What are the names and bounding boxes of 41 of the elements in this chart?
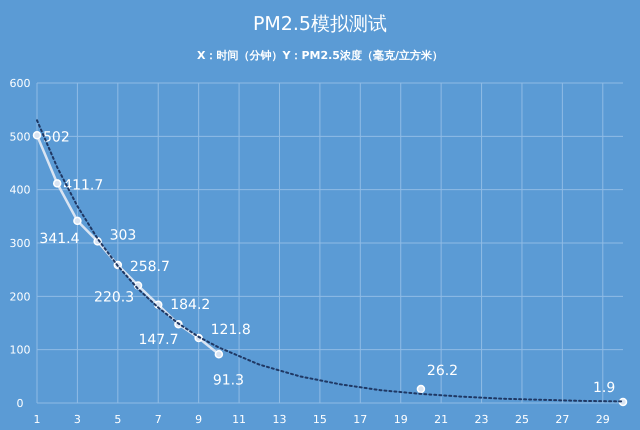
y-tick-label: 500 xyxy=(10,130,30,144)
x-tick-label: 29 xyxy=(596,413,610,426)
chart-title: PM2.5模拟测试 xyxy=(252,13,388,35)
x-tick-label: 23 xyxy=(474,413,489,426)
x-tick-label: 13 xyxy=(272,413,286,426)
point xyxy=(73,216,82,226)
data-label: 91.3 xyxy=(212,372,244,388)
point xyxy=(416,384,426,394)
x-tick-label: 15 xyxy=(312,413,327,426)
x-tick-label: 7 xyxy=(154,413,162,426)
data-label: 147.7 xyxy=(138,332,179,348)
data-label: 258.7 xyxy=(130,259,170,276)
x-tick-label: 9 xyxy=(195,413,202,426)
data-label: 411.7 xyxy=(63,177,104,194)
data-label: 502 xyxy=(43,129,70,146)
x-tick-label: 19 xyxy=(394,413,408,426)
x-tick-label: 21 xyxy=(434,413,448,426)
x-tick-label: 11 xyxy=(232,413,246,426)
data-label: 121.8 xyxy=(210,322,251,338)
data-label: 341.4 xyxy=(39,230,80,247)
y-tick-label: 400 xyxy=(10,184,30,197)
x-tick-label: 3 xyxy=(74,413,81,426)
x-tick-label: 17 xyxy=(353,413,368,426)
y-tick-label: 200 xyxy=(10,290,30,304)
point xyxy=(32,131,42,140)
y-tick-label: 0 xyxy=(16,397,24,410)
y-tick-label: 600 xyxy=(10,77,30,90)
x-tick-label: 27 xyxy=(555,413,570,426)
x-tick-label: 5 xyxy=(114,413,122,426)
x-tick-label: 1 xyxy=(34,413,40,426)
data-label: 303 xyxy=(110,227,136,244)
data-label: 184.2 xyxy=(170,296,210,313)
data-label: 220.3 xyxy=(94,290,134,306)
chart-subtitle: X：时间（分钟）Y：PM2.5浓度（毫克/立方米） xyxy=(197,49,443,62)
point xyxy=(214,350,224,359)
point xyxy=(52,179,62,188)
y-tick-label: 300 xyxy=(10,237,30,250)
x-tick-label: 25 xyxy=(514,413,529,426)
data-label: 1.9 xyxy=(593,380,616,396)
data-label: 26.2 xyxy=(426,363,458,380)
y-tick-label: 100 xyxy=(10,344,30,357)
